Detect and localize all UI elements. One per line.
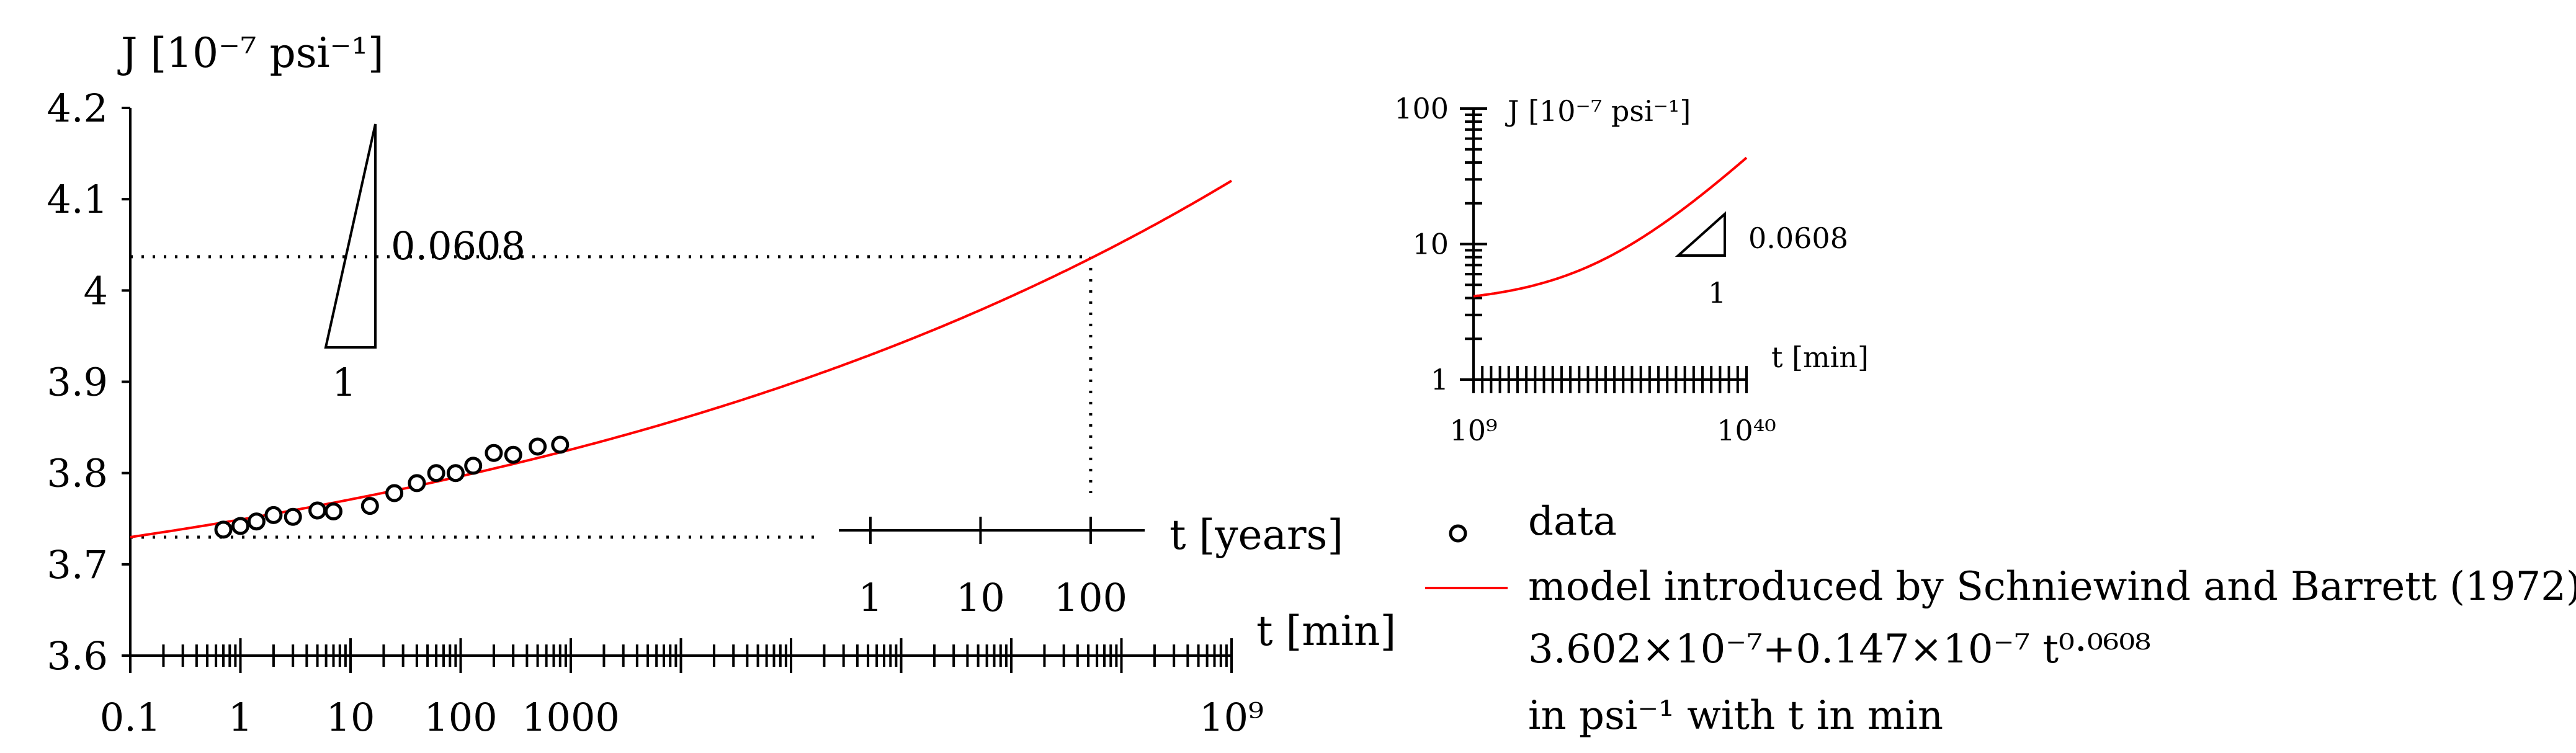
legend-model-label: model introduced by Schniewind and Barre…	[1528, 564, 2576, 610]
inset-y-tick-label: 1	[1431, 363, 1449, 396]
y-tick-label: 4	[84, 268, 108, 313]
x-tick-label: 10⁹	[1199, 695, 1264, 740]
data-point	[308, 501, 327, 520]
y-tick-label: 3.8	[47, 451, 108, 496]
data-point	[214, 520, 233, 539]
inset-model-curve	[1473, 156, 1748, 298]
legend-data-label: data	[1528, 499, 1617, 545]
legend-formula: 3.602×10⁻⁷+0.147×10⁻⁷ t⁰·⁰⁶⁰⁸	[1528, 626, 2151, 672]
slope-triangle	[324, 123, 377, 349]
inset-x-axis-label: t [min]	[1771, 341, 1869, 374]
y-tick-label: 3.7	[47, 542, 108, 587]
inset-slope-triangle	[1675, 211, 1726, 257]
y-tick-label: 3.6	[47, 633, 108, 679]
main-ticks	[122, 107, 1233, 673]
inset-slope-run-label: 1	[1708, 276, 1726, 310]
inset-slope-rise-label: 0.0608	[1748, 221, 1848, 255]
data-point	[264, 506, 283, 524]
data-point	[464, 457, 483, 475]
inset-y-tick-label: 10	[1412, 228, 1449, 261]
x-tick-label: 10	[326, 695, 375, 740]
model-curve	[130, 179, 1233, 538]
slope-rise-label: 0.0608	[391, 223, 525, 269]
data-point	[504, 445, 522, 464]
x-tick-label: 1000	[522, 695, 620, 740]
y-tick-labels: 3.6 3.7 3.8 3.9 4 4.1 4.2	[47, 86, 108, 679]
y-tick-label: 4.2	[47, 86, 108, 131]
data-point	[446, 464, 465, 483]
inset-y-tick-label: 100	[1394, 92, 1449, 125]
data-point	[360, 497, 379, 515]
data-point	[427, 464, 445, 483]
x-tick-label: 100	[424, 695, 497, 740]
legend-units: in psi⁻¹ with t in min	[1528, 693, 1943, 739]
data-point	[529, 437, 547, 456]
inset-axes	[1460, 107, 1748, 393]
x-tick-labels: 0.1 1 10 100 1000 10⁹	[100, 695, 1264, 740]
years-tick-label: 1	[858, 575, 882, 620]
years-tick-label: 100	[1054, 575, 1127, 620]
data-point	[485, 443, 503, 462]
inset-x-tick-label: 10⁹	[1450, 414, 1498, 447]
data-point	[551, 435, 570, 454]
slope-run-label: 1	[332, 360, 356, 405]
data-point	[385, 484, 404, 502]
years-axis: 1 10 100	[839, 517, 1145, 620]
years-tick-label: 10	[956, 575, 1005, 620]
inset-x-tick-label: 10⁴⁰	[1717, 414, 1776, 447]
data-point	[247, 512, 266, 531]
data-points	[214, 435, 570, 539]
legend-data-marker	[1449, 524, 1467, 543]
y-tick-label: 3.9	[47, 360, 108, 405]
x-axis-label: t [min]	[1256, 607, 1396, 655]
years-axis-label: t [years]	[1169, 511, 1343, 559]
main-axes	[129, 108, 1232, 657]
data-point	[408, 474, 426, 492]
inset-tick-labels: 1 10 100 10⁹ 10⁴⁰	[1394, 92, 1776, 447]
y-tick-label: 4.1	[47, 177, 108, 222]
main-reference-lines	[130, 255, 1093, 539]
y-axis-label: J [10⁻⁷ psi⁻¹]	[117, 29, 384, 77]
data-point	[231, 517, 249, 535]
data-point	[324, 502, 342, 520]
legend: data model introduced by Schniewind and …	[1425, 499, 2576, 739]
x-tick-label: 1	[228, 695, 253, 740]
data-point	[284, 507, 302, 526]
inset-y-axis-label: J [10⁻⁷ psi⁻¹]	[1505, 94, 1691, 128]
x-tick-label: 0.1	[100, 695, 161, 740]
